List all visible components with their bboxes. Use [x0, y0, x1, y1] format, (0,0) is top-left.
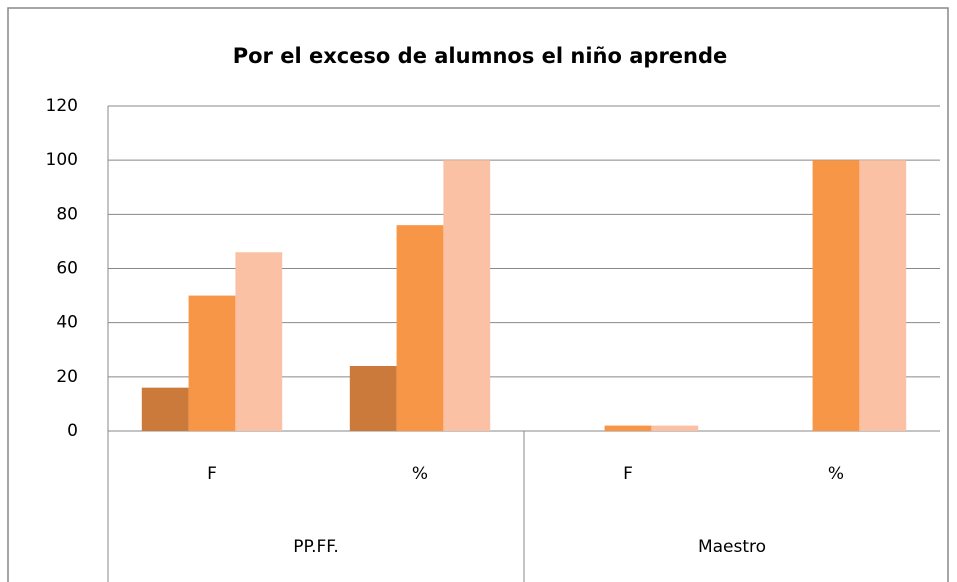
x-tick-label: F	[623, 464, 633, 484]
bar	[349, 366, 397, 431]
chart-title: Por el exceso de alumnos el niño aprende	[233, 44, 728, 68]
group-label: Maestro	[698, 537, 766, 557]
x-tick-label: F	[207, 464, 217, 484]
y-tick-label: 120	[46, 96, 78, 116]
y-tick-label: 60	[56, 259, 78, 279]
bar	[812, 160, 860, 431]
bar	[141, 387, 189, 431]
x-tick-label: %	[828, 464, 844, 484]
bar	[235, 252, 283, 431]
y-tick-label: 80	[56, 204, 78, 224]
y-tick-label: 0	[67, 421, 78, 441]
y-tick-label: 100	[46, 150, 78, 170]
bar	[651, 425, 699, 431]
bar	[443, 160, 491, 431]
y-tick-label: 20	[56, 367, 78, 387]
x-tick-label: %	[412, 464, 428, 484]
bar	[604, 425, 652, 431]
bar	[396, 225, 444, 431]
bar	[188, 295, 236, 431]
y-tick-label: 40	[56, 313, 78, 333]
group-label: PP.FF.	[293, 537, 339, 557]
bar	[859, 160, 907, 431]
